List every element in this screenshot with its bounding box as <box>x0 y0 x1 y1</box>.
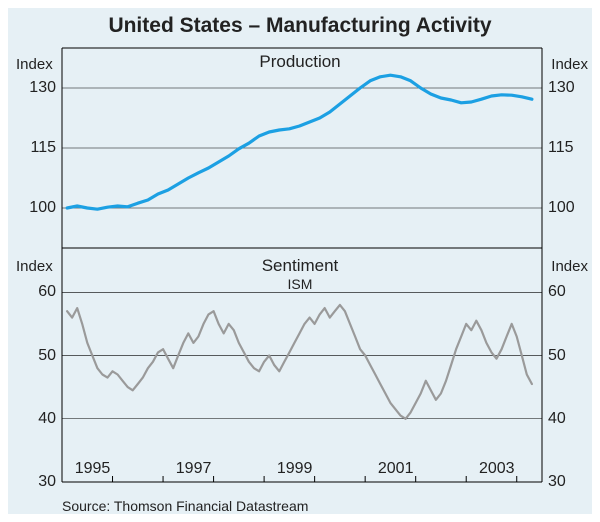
xtick-label: 2001 <box>371 460 421 478</box>
ytick-label: 40 <box>38 410 56 428</box>
xtick-label: 1995 <box>68 460 118 478</box>
ytick-label: 60 <box>548 283 566 301</box>
ytick-label: 60 <box>38 283 56 301</box>
ytick-label: 30 <box>38 473 56 491</box>
ytick-label: 30 <box>548 473 566 491</box>
ytick-label: 40 <box>548 410 566 428</box>
bottom-left-ylabel: Index <box>16 258 53 275</box>
ytick-label: 130 <box>548 79 575 97</box>
ytick-label: 50 <box>548 347 566 365</box>
bottom-right-ylabel: Index <box>551 258 588 275</box>
ytick-label: 115 <box>548 139 574 157</box>
bottom-panel-sub2: ISM <box>0 276 600 292</box>
ytick-label: 130 <box>29 79 56 97</box>
xtick-label: 1999 <box>270 460 320 478</box>
ytick-label: 100 <box>29 199 56 217</box>
xtick-label: 2003 <box>472 460 522 478</box>
chart-frame: United States – Manufacturing Activity P… <box>0 0 600 522</box>
ytick-label: 50 <box>38 347 56 365</box>
ytick-label: 115 <box>30 139 56 157</box>
top-left-ylabel: Index <box>16 56 53 73</box>
ytick-label: 100 <box>548 199 575 217</box>
top-right-ylabel: Index <box>551 56 588 73</box>
bottom-panel-subtitle: Sentiment <box>0 256 600 276</box>
xtick-label: 1997 <box>169 460 219 478</box>
top-panel-subtitle: Production <box>0 52 600 72</box>
source-note: Source: Thomson Financial Datastream <box>62 498 308 514</box>
